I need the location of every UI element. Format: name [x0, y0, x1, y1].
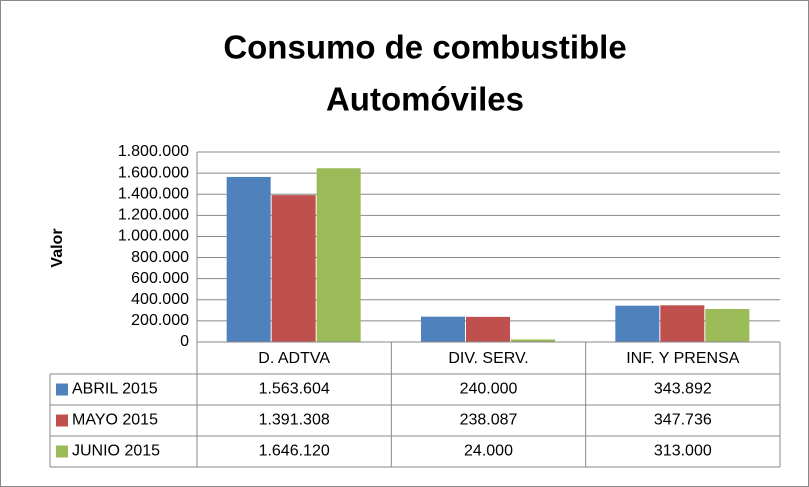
table-value: 343.892	[654, 381, 712, 398]
table-value: 1.646.120	[259, 443, 330, 460]
bar	[421, 316, 465, 342]
legend-label: MAYO 2015	[72, 412, 158, 429]
y-tick-label: 1.400.000	[118, 185, 189, 202]
y-tick-label: 200.000	[131, 312, 189, 329]
y-tick-label: 1.600.000	[118, 164, 189, 181]
legend-swatch	[56, 445, 68, 458]
y-tick-label: 800.000	[131, 249, 189, 266]
table-value: 347.736	[654, 412, 712, 429]
y-tick-label: 400.000	[131, 291, 189, 308]
bar	[271, 195, 316, 342]
bar	[511, 339, 555, 342]
table-value: 1.391.308	[259, 412, 330, 429]
table-value: 238.087	[460, 412, 518, 429]
y-tick-label: 0	[180, 333, 189, 350]
x-tick-label: INF. Y PRENSA	[626, 350, 740, 367]
table-value: 24.000	[464, 443, 513, 460]
legend-swatch	[56, 414, 68, 427]
y-tick-label: 1.200.000	[118, 207, 189, 224]
y-tick-label: 1.000.000	[118, 228, 189, 245]
legend-label: JUNIO 2015	[72, 443, 160, 460]
y-tick-label: 600.000	[131, 270, 189, 287]
table-value: 313.000	[654, 443, 712, 460]
chart-title: Automóviles	[326, 81, 524, 118]
y-axis-label: Valor	[49, 228, 66, 267]
bar	[705, 308, 750, 342]
chart-title: Consumo de combustible	[223, 29, 626, 66]
table-value: 1.563.604	[259, 381, 330, 398]
bar	[615, 305, 660, 342]
legend-label: ABRIL 2015	[72, 381, 158, 398]
x-tick-label: DIV. SERV.	[448, 350, 528, 367]
bar	[660, 305, 705, 342]
legend-swatch	[56, 383, 68, 396]
bar	[226, 176, 271, 342]
bar	[316, 168, 361, 342]
table-value: 240.000	[460, 381, 518, 398]
y-tick-label: 1.800.000	[118, 143, 189, 160]
x-tick-label: D. ADTVA	[258, 350, 330, 367]
bar	[466, 316, 510, 342]
